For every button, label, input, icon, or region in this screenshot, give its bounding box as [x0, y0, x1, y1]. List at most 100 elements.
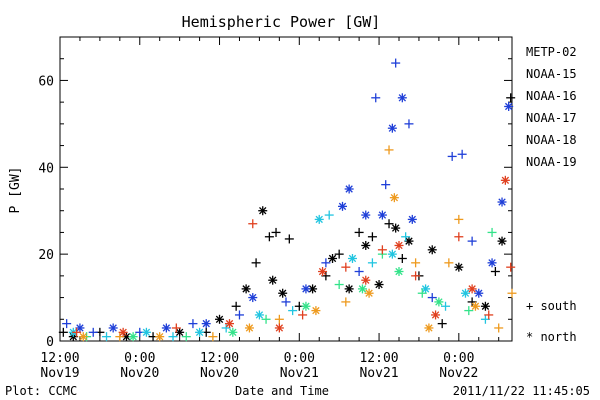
south-marker [251, 258, 261, 268]
south-marker [467, 236, 477, 246]
north-marker [254, 310, 264, 320]
north-marker [474, 288, 484, 298]
plot-frame [59, 36, 513, 342]
north-marker [278, 288, 288, 298]
south-marker [371, 93, 381, 103]
north-marker [434, 297, 444, 307]
x-tick-date-label: Nov21 [359, 366, 398, 381]
legend-entry: NOAA-18 [526, 133, 577, 147]
north-marker [155, 332, 165, 342]
chart-title: Hemispheric Power [GW] [182, 13, 381, 31]
south-marker [181, 332, 191, 342]
south-marker [284, 234, 294, 244]
y-axis-label: P [GW] [8, 167, 23, 214]
south-marker [72, 327, 82, 337]
x-tick-date-label: Nov19 [40, 366, 79, 381]
north-marker [387, 123, 397, 133]
x-tick-time-label: 12:00 [359, 351, 398, 366]
footer-plot-credit: Plot: CCMC [5, 384, 77, 398]
north-marker [487, 258, 497, 268]
north-marker [389, 193, 399, 203]
south-marker [324, 210, 334, 220]
south-marker [367, 232, 377, 242]
south-marker [384, 145, 394, 155]
legend-entry: NOAA-17 [526, 111, 577, 125]
south-marker [298, 310, 308, 320]
south-marker [171, 323, 181, 333]
south-marker [58, 327, 68, 337]
north-marker [78, 332, 88, 342]
north-marker [460, 288, 470, 298]
south-marker [506, 93, 516, 103]
south-marker [427, 293, 437, 303]
south-marker [377, 245, 387, 255]
north-marker [500, 175, 510, 185]
x-tick-time-label: 12:00 [200, 351, 239, 366]
y-tick-label: 20 [38, 248, 54, 263]
south-marker [341, 297, 351, 307]
north-marker [467, 284, 477, 294]
south-marker [341, 262, 351, 272]
north-marker [248, 293, 258, 303]
south-marker [274, 314, 284, 324]
south-marker [264, 232, 274, 242]
south-marker [404, 119, 414, 129]
y-tick-label: 40 [38, 161, 54, 176]
north-marker [470, 301, 480, 311]
x-axis-ticks: 12:00Nov190:00Nov2012:00Nov200:00Nov2112… [40, 37, 500, 381]
south-marker [417, 288, 427, 298]
north-marker [328, 253, 338, 263]
legend-entry: NOAA-15 [526, 67, 577, 81]
north-marker [497, 236, 507, 246]
north-marker [108, 323, 118, 333]
south-marker [248, 219, 258, 229]
north-marker [357, 284, 367, 294]
south-marker [168, 332, 178, 342]
south-marker [490, 267, 500, 277]
legend: METP-02 NOAA-15 NOAA-16 NOAA-17 NOAA-18 NOAA-… [526, 45, 577, 169]
south-marker [102, 332, 112, 342]
south-marker [381, 180, 391, 190]
north-marker [75, 323, 85, 333]
legend-entry: NOAA-19 [526, 155, 577, 169]
south-marker [454, 214, 464, 224]
north-marker [241, 284, 251, 294]
south-marker [354, 267, 364, 277]
north-marker [344, 184, 354, 194]
hemisphere-legend: + south * north [526, 299, 577, 344]
y-axis-ticks: 0 20 40 60 [38, 36, 512, 350]
north-marker [215, 314, 225, 324]
north-marker [318, 267, 328, 277]
legend-entry: METP-02 [526, 45, 577, 59]
south-marker [484, 310, 494, 320]
south-marker [281, 297, 291, 307]
south-marker [231, 301, 241, 311]
north-marker [274, 323, 284, 333]
south-marker [321, 258, 331, 268]
north-marker [228, 327, 238, 337]
north-marker [397, 93, 407, 103]
north-marker [387, 249, 397, 259]
south-marker [62, 319, 72, 329]
south-marker [88, 327, 98, 337]
x-tick-date-label: Nov20 [200, 366, 239, 381]
y-tick-label: 0 [46, 335, 54, 350]
south-marker [506, 262, 516, 272]
south-marker [354, 227, 364, 237]
north-marker [347, 253, 357, 263]
north-marker [161, 323, 171, 333]
north-marker [225, 319, 234, 329]
hemisphere-legend-entry: + south [526, 299, 577, 313]
data-markers [58, 58, 517, 342]
x-tick-time-label: 12:00 [40, 351, 79, 366]
north-marker [377, 210, 387, 220]
legend-entry: NOAA-16 [526, 89, 577, 103]
north-marker [258, 206, 268, 216]
south-marker [334, 249, 344, 259]
south-marker [384, 219, 394, 229]
north-marker [128, 332, 138, 342]
hemisphere-legend-entry: * north [526, 330, 577, 344]
north-marker [311, 306, 321, 316]
north-marker [301, 301, 311, 311]
north-marker [427, 245, 437, 255]
